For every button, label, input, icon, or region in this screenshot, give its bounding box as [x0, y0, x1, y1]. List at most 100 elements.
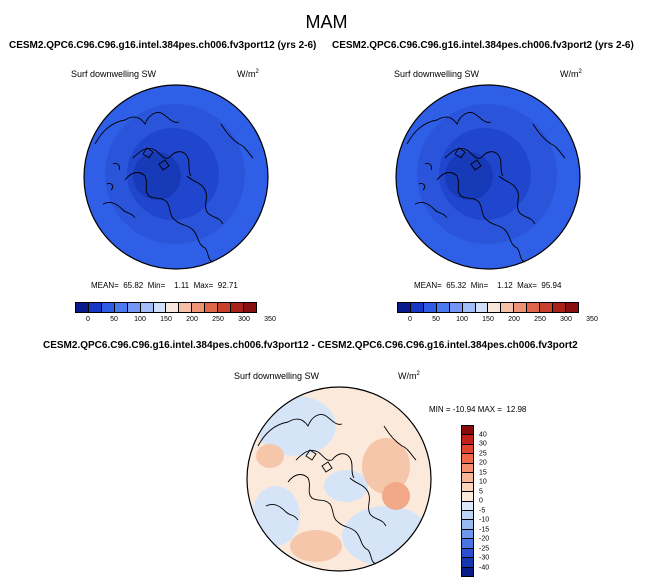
diff-colorbar-swatch — [462, 539, 473, 549]
panel1-colorbar-swatch — [243, 303, 256, 312]
panel2-colorbar-tick-label: 250 — [534, 316, 546, 323]
diff-map-border — [246, 386, 432, 572]
diff-colorbar — [461, 425, 474, 577]
panel2-colorbar-swatch — [501, 303, 515, 312]
panel1-colorbar-swatch — [231, 303, 244, 312]
panel2-map-border — [395, 84, 581, 270]
panel2-variable-label: Surf downwelling SW — [394, 69, 480, 79]
diff-positive-region — [290, 530, 342, 562]
panel1-colorbar-ticks: 0 50 100 150 200 250 300 350 — [75, 316, 276, 326]
panel1-colorbar — [75, 302, 257, 313]
panel2-colorbar-tick-label: 50 — [432, 316, 440, 323]
panel1-coastlines — [94, 112, 254, 263]
panel1-colorbar-tick-label: 150 — [160, 316, 172, 323]
diff-colorbar-swatch — [462, 454, 473, 464]
panel2-coastlines — [406, 112, 566, 263]
diff-colorbar-tick-label: -15 — [479, 526, 490, 533]
panel1-colorbar-tick-label: 0 — [86, 316, 90, 323]
panel2-colorbar-tick-label: 100 — [456, 316, 468, 323]
panel2-colorbar-swatch — [527, 303, 541, 312]
panel1-units: W/m2 — [237, 69, 259, 79]
panel2-colorbar-swatch — [514, 303, 528, 312]
panel1-colorbar-tick-label: 300 — [238, 316, 250, 323]
diff-colorbar-swatch — [462, 482, 473, 493]
diff-colorbar-ticks: 40 30 25 20 15 10 5 0 -5 -10 -15 -20 -25 -30 -40 — [479, 425, 503, 577]
diff-colorbar-swatch — [462, 558, 473, 568]
panel2-colorbar-tick-label: 350 — [586, 316, 598, 323]
diff-colorbar-tick-label: -5 — [479, 507, 486, 514]
diff-colorbar-tick-label: 5 — [479, 488, 483, 495]
diff-colorbar-tick-label: 15 — [479, 469, 487, 476]
diff-colorbar-tick-label: -25 — [479, 545, 490, 552]
panel2-colorbar-tick-label: 200 — [508, 316, 520, 323]
diff-positive-region — [256, 444, 284, 468]
diff-colorbar-swatch — [462, 492, 473, 502]
panel1-colorbar-swatch — [101, 303, 115, 312]
diff-colorbar-tick-label: 40 — [479, 431, 487, 438]
panel1-case-title: CESM2.QPC6.C96.C96.g16.intel.384pes.ch00… — [9, 40, 317, 51]
panel2-colorbar-swatch — [462, 303, 476, 312]
diff-colorbar-swatch — [462, 435, 473, 445]
diff-colorbar-tick-label: 0 — [479, 497, 483, 505]
panel2-polar-map — [395, 84, 581, 270]
diff-colorbar-tick-label: 25 — [479, 450, 487, 457]
diff-colorbar-tick-label: -40 — [479, 564, 490, 571]
diff-colorbar-tick-label: 30 — [479, 440, 487, 448]
diff-colorbar-swatch — [462, 520, 473, 530]
diff-colorbar-tick-label: 20 — [479, 459, 487, 467]
panel1-map-core-field — [133, 152, 181, 200]
panel1-stats: MEAN= 65.82 Min= 1.11 Max= 92.71 — [91, 281, 238, 290]
panel2-colorbar-swatch — [436, 303, 450, 312]
diff-colorbar-swatch — [462, 510, 473, 521]
panel2-colorbar-tick-label: 150 — [482, 316, 494, 323]
panel1-colorbar-tick-label: 350 — [264, 316, 276, 323]
diff-title: CESM2.QPC6.C96.C96.g16.intel.384pes.ch00… — [43, 340, 578, 351]
panel1-map-border — [83, 84, 269, 270]
diff-negative-region — [324, 470, 368, 502]
diff-colorbar-tick-label: -30 — [479, 554, 490, 562]
panel2-colorbar-swatch — [475, 303, 489, 312]
diff-variable-label: Surf downwelling SW — [234, 371, 320, 381]
panel2-colorbar — [397, 302, 579, 313]
diff-colorbar-swatch — [462, 473, 473, 483]
diff-colorbar-tick-label: 10 — [479, 478, 487, 486]
panel1-colorbar-swatch — [114, 303, 128, 312]
diff-stats: MIN = -10.94 MAX = 12.98 — [429, 405, 527, 414]
panel2-colorbar-tick-label: 0 — [408, 316, 412, 323]
panel2-colorbar-swatch — [488, 303, 502, 312]
diff-colorbar-tick-label: -10 — [479, 516, 490, 524]
panel1-colorbar-swatch — [127, 303, 141, 312]
panel1-colorbar-swatch — [192, 303, 206, 312]
panel1-colorbar-swatch — [153, 303, 167, 312]
panel1-colorbar-swatch — [76, 303, 89, 312]
diff-colorbar-swatch — [462, 463, 473, 474]
panel1-colorbar-swatch — [166, 303, 180, 312]
diff-units: W/m2 — [398, 371, 420, 381]
panel2-colorbar-swatch — [565, 303, 578, 312]
panel1-colorbar-swatch — [88, 303, 102, 312]
panel2-map-core-field — [445, 152, 493, 200]
panel2-colorbar-swatch — [423, 303, 437, 312]
diff-colorbar-swatch — [462, 548, 473, 559]
diff-positive-region-strong — [382, 482, 410, 510]
panel1-polar-map — [83, 84, 269, 270]
panel1-colorbar-swatch — [140, 303, 154, 312]
diff-colorbar-swatch — [462, 501, 473, 511]
panel1-colorbar-tick-label: 100 — [134, 316, 146, 323]
diff-colorbar-tick-label: -20 — [479, 535, 490, 543]
panel2-colorbar-tick-label: 300 — [560, 316, 572, 323]
diff-colorbar-swatch — [462, 567, 473, 576]
diff-colorbar-swatch — [462, 444, 473, 455]
panel2-case-title: CESM2.QPC6.C96.C96.g16.intel.384pes.ch00… — [332, 40, 634, 51]
diff-colorbar-swatch — [462, 529, 473, 540]
panel1-variable-label: Surf downwelling SW — [71, 69, 157, 79]
panel2-colorbar-ticks: 0 50 100 150 200 250 300 350 — [397, 316, 598, 326]
panel2-colorbar-swatch — [449, 303, 463, 312]
panel2-colorbar-swatch — [410, 303, 424, 312]
diff-coastlines — [257, 414, 417, 565]
panel2-colorbar-swatch — [540, 303, 554, 312]
diff-positive-region — [362, 438, 410, 494]
panel2-units: W/m2 — [560, 69, 582, 79]
diff-negative-region — [342, 506, 430, 566]
panel1-colorbar-swatch — [205, 303, 219, 312]
